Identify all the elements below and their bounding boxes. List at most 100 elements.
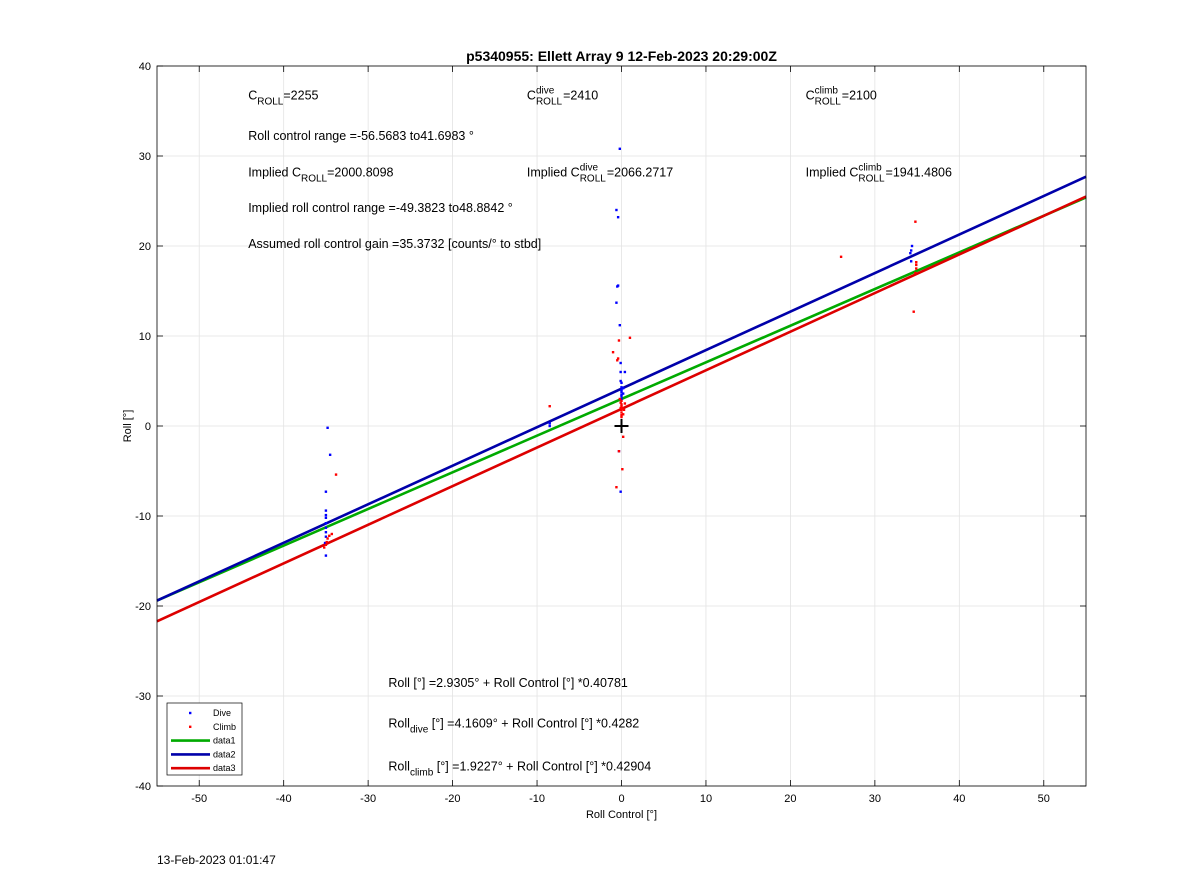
annotation-11: Rollclimb [°] =1.9227° + Roll Control [°…	[388, 760, 651, 779]
data-point-dive	[328, 453, 332, 456]
data-point-dive	[620, 388, 623, 392]
data-point-dive	[324, 531, 328, 534]
x-tick-label: -50	[191, 793, 207, 805]
legend-marker-climb	[189, 725, 192, 728]
data-point-dive	[620, 395, 623, 398]
data-point-climb	[620, 411, 623, 414]
y-tick-label: -10	[135, 511, 151, 523]
data-point-dive	[548, 424, 551, 428]
legend-label-dive: Dive	[213, 708, 231, 718]
data-point-dive	[324, 516, 328, 519]
data-point-dive	[324, 490, 328, 493]
data-point-climb	[620, 405, 623, 408]
data-point-dive	[324, 522, 328, 525]
data-point-dive	[909, 249, 913, 252]
legend-label-climb: Climb	[213, 722, 236, 732]
data-point-climb	[621, 468, 624, 471]
legend-label-data3: data3	[213, 763, 236, 773]
axis-ticks: -50 -40 -30 -20 -10 0 10 20 30 40 50 -40 -30 -20 -10 0 1…	[135, 61, 1086, 805]
data-point-climb	[621, 435, 625, 438]
x-tick-label: -40	[276, 793, 292, 805]
data-point-dive	[619, 361, 622, 365]
data-point-dive	[909, 260, 913, 263]
data-point-climb	[621, 413, 625, 416]
annotation-10: Rolldive [°] =4.1609° + Roll Control [°]…	[388, 717, 639, 736]
data-point-dive	[620, 397, 623, 401]
data-point-climb	[330, 532, 334, 536]
data-point-dive	[323, 541, 327, 545]
annotation-6: Implied Cclimb ROLL=1941.4806	[806, 163, 952, 185]
data-point-climb	[334, 473, 338, 476]
data-point-climb	[620, 414, 623, 417]
data-point-dive	[620, 390, 623, 393]
data-point-climb	[617, 450, 621, 453]
legend-marker-dive	[189, 711, 192, 715]
annotations: CROLL=2255 Cdive ROLL=2410 Cclimb ROLL=2100 R…	[248, 85, 952, 778]
data-point-climb	[323, 546, 326, 549]
legend-label-data2: data2	[213, 749, 236, 759]
origin-marker	[614, 419, 629, 433]
data-point-dive	[620, 381, 623, 384]
x-tick-label: 40	[953, 793, 965, 805]
data-point-dive	[620, 393, 623, 396]
annotation-9: Roll [°] =2.9305° + Roll Control [°] *0.…	[388, 676, 628, 690]
y-tick-label: 20	[139, 241, 151, 253]
x-tick-label: 50	[1038, 793, 1050, 805]
data-point-dive	[618, 147, 622, 150]
data-point-dive	[616, 284, 620, 287]
data-point-climb	[915, 261, 918, 264]
data-point-climb	[619, 401, 622, 404]
legend: Dive Climb data1 data2 data3	[166, 702, 243, 776]
data-point-dive	[324, 513, 328, 517]
data-point-dive	[623, 370, 627, 374]
data-point-dive	[548, 422, 551, 425]
data-point-dive	[909, 252, 912, 255]
data-points	[323, 147, 918, 557]
annotation-7: Implied roll control range =-49.3823 to4…	[248, 201, 513, 215]
y-tick-label: 40	[139, 61, 151, 73]
fit-line-data2	[156, 175, 1087, 602]
data-point-climb	[615, 486, 618, 489]
data-point-climb	[623, 402, 627, 405]
data-point-climb	[839, 255, 843, 258]
data-point-dive	[910, 244, 914, 248]
x-tick-label: -30	[360, 793, 376, 805]
data-point-dive	[619, 490, 622, 493]
data-point-dive	[619, 379, 622, 383]
annotation-1: Cdive ROLL=2410	[527, 85, 598, 107]
data-point-climb	[324, 543, 328, 546]
y-tick-label: -30	[135, 691, 151, 703]
annotation-2: Cclimb ROLL=2100	[806, 85, 877, 107]
y-axis-label: Roll [°]	[122, 410, 134, 443]
annotation-4: Implied CROLL=2000.8098	[248, 166, 393, 185]
data-point-climb	[628, 336, 632, 339]
y-tick-label: -40	[135, 781, 151, 793]
data-point-dive	[326, 426, 329, 429]
data-point-climb	[915, 267, 918, 270]
data-point-climb	[618, 397, 622, 401]
data-point-climb	[620, 399, 623, 402]
data-point-dive	[620, 386, 623, 389]
data-point-climb	[622, 408, 626, 411]
data-point-climb	[621, 406, 624, 410]
legend-box	[166, 702, 243, 776]
data-point-climb	[617, 339, 621, 342]
x-tick-label: 0	[618, 793, 624, 805]
data-point-climb	[616, 359, 619, 362]
data-point-dive	[616, 216, 620, 219]
x-tick-label: -10	[529, 793, 545, 805]
footer-timestamp: 13-Feb-2023 01:01:47	[157, 853, 276, 867]
data-point-dive	[621, 387, 625, 390]
data-point-climb	[328, 534, 331, 537]
data-point-dive	[615, 208, 618, 212]
data-point-climb	[620, 408, 623, 411]
x-tick-label: -20	[445, 793, 461, 805]
data-point-dive	[618, 324, 622, 327]
data-point-climb	[616, 357, 620, 360]
y-tick-label: -20	[135, 601, 151, 613]
data-point-dive	[324, 509, 328, 512]
y-tick-label: 10	[139, 331, 151, 343]
data-point-dive	[324, 526, 328, 529]
data-point-dive	[621, 392, 625, 395]
